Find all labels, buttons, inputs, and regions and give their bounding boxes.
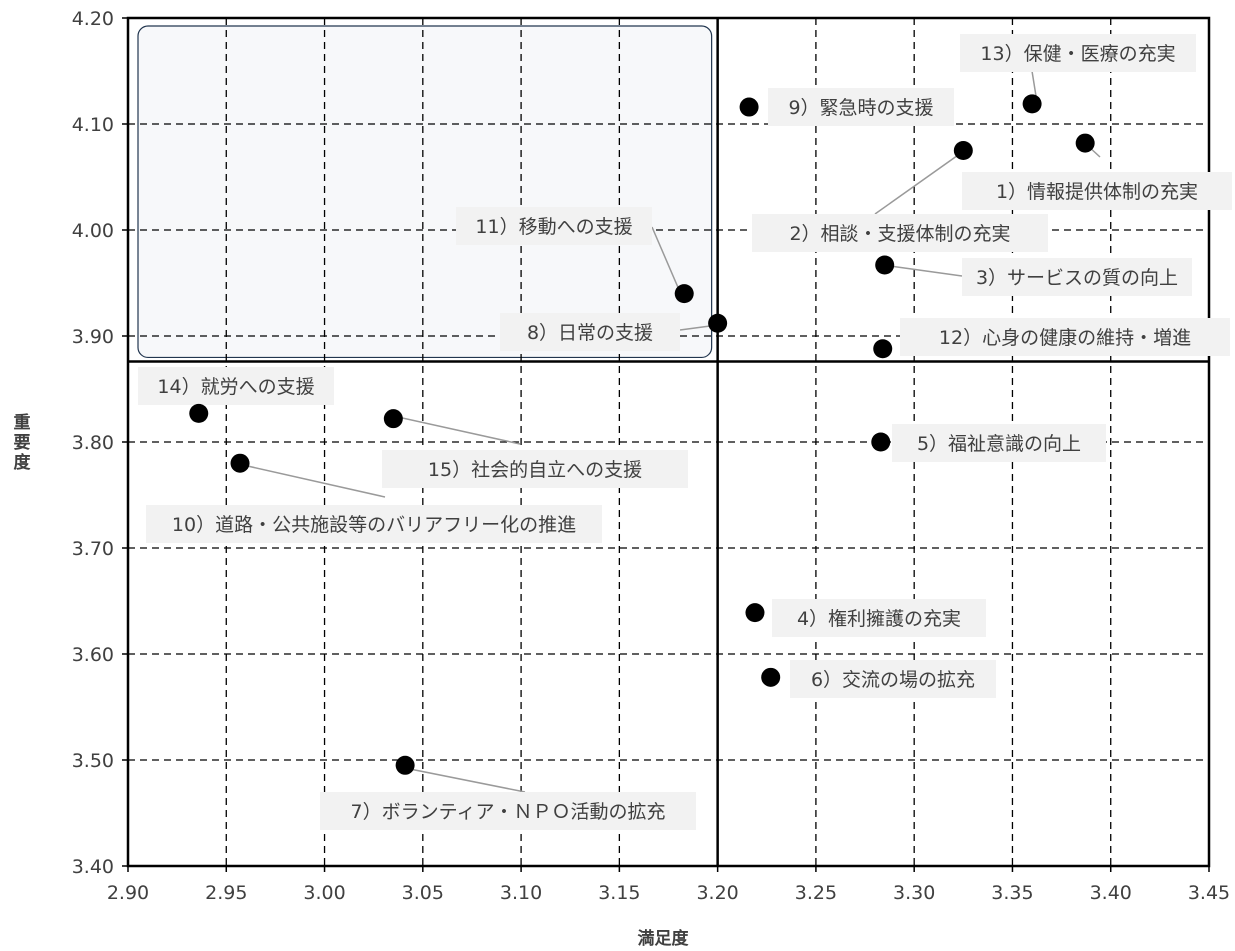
data-point	[230, 453, 250, 473]
label-box	[500, 313, 680, 351]
label-box	[892, 424, 1106, 462]
point-labels: 1）情報提供体制の充実 2）相談・支援体制の充実 3）サービスの質の向上 4）権利擁護…	[138, 34, 1232, 830]
data-point	[873, 339, 893, 359]
quadrant-lines	[128, 18, 1209, 866]
label-box	[320, 792, 696, 830]
x-tick-label: 3.30	[893, 882, 935, 904]
x-tick-label: 3.45	[1188, 882, 1230, 904]
label-box	[146, 505, 602, 543]
point-label: 14）就労への支援	[157, 376, 314, 398]
label-box	[138, 367, 334, 405]
data-point	[674, 284, 694, 304]
y-axis-title-char: 重	[14, 412, 31, 433]
y-axis-title: 重要度	[14, 412, 32, 473]
y-tick-label: 4.20	[72, 8, 114, 30]
label-box	[960, 34, 1196, 72]
y-axis-title-char: 要	[14, 433, 31, 453]
data-points	[189, 94, 1095, 775]
y-axis-title-char: 度	[14, 452, 32, 473]
y-tick-label: 3.70	[72, 538, 114, 560]
x-tick-label: 2.95	[205, 882, 247, 904]
data-point	[871, 432, 891, 452]
x-tick-label: 3.40	[1090, 882, 1132, 904]
label-box	[790, 660, 996, 698]
data-point	[1075, 133, 1095, 153]
data-point	[875, 255, 895, 275]
point-label: 1）情報提供体制の充実	[996, 181, 1198, 203]
point-label: 6）交流の場の拡充	[811, 669, 975, 691]
x-tick-label: 3.15	[598, 882, 640, 904]
y-tick-label: 3.40	[72, 856, 114, 878]
label-box	[772, 599, 986, 637]
label-box	[962, 258, 1192, 296]
x-tick-label: 3.05	[402, 882, 444, 904]
y-tick-label: 4.00	[72, 220, 114, 242]
y-tick-label: 3.50	[72, 750, 114, 772]
x-axis-ticks: 2.90 2.95 3.00 3.05 3.10 3.15 3.20 3.25 3.30 3.35…	[107, 866, 1230, 904]
point-label: 12）心身の健康の維持・増進	[939, 327, 1191, 349]
data-point	[739, 97, 759, 117]
data-point	[761, 667, 781, 687]
x-tick-label: 3.00	[303, 882, 345, 904]
x-tick-label: 3.35	[991, 882, 1033, 904]
data-point	[189, 403, 209, 423]
y-tick-label: 3.60	[72, 644, 114, 666]
data-point	[708, 313, 728, 333]
point-label: 8）日常の支援	[527, 322, 653, 344]
x-tick-label: 3.20	[696, 882, 738, 904]
label-box	[456, 207, 652, 245]
data-point	[1022, 94, 1042, 114]
point-label: 5）福祉意識の向上	[917, 433, 1081, 455]
y-tick-label: 4.10	[72, 114, 114, 136]
y-tick-label: 3.90	[72, 326, 114, 348]
x-tick-label: 3.25	[795, 882, 837, 904]
x-tick-label: 3.10	[500, 882, 542, 904]
point-label: 10）道路・公共施設等のバリアフリー化の推進	[172, 514, 576, 536]
highlight-region	[137, 25, 713, 359]
y-tick-label: 3.80	[72, 432, 114, 454]
data-point	[383, 409, 403, 429]
x-axis-title: 満足度	[638, 928, 690, 949]
point-label: 4）権利擁護の充実	[797, 608, 961, 630]
point-label: 13）保健・医療の充実	[980, 43, 1175, 65]
label-box	[752, 214, 1048, 252]
data-point	[395, 755, 415, 775]
point-label: 7）ボランティア・ＮＰＯ活動の拡充	[351, 801, 666, 823]
point-label: 2）相談・支援体制の充実	[789, 223, 1010, 245]
data-point	[745, 603, 765, 623]
point-label: 3）サービスの質の向上	[976, 267, 1178, 289]
point-label: 9）緊急時の支援	[788, 97, 933, 119]
label-box	[900, 318, 1230, 356]
point-label: 15）社会的自立への支援	[428, 459, 642, 481]
label-box	[382, 450, 688, 488]
label-box	[962, 172, 1232, 210]
label-box	[768, 88, 954, 126]
point-label: 11）移動への支援	[475, 216, 632, 238]
data-point	[953, 141, 973, 160]
x-tick-label: 2.90	[107, 882, 149, 904]
y-axis-ticks: 3.40 3.50 3.60 3.70 3.80 3.90 4.00 4.10 4.20	[72, 8, 128, 878]
